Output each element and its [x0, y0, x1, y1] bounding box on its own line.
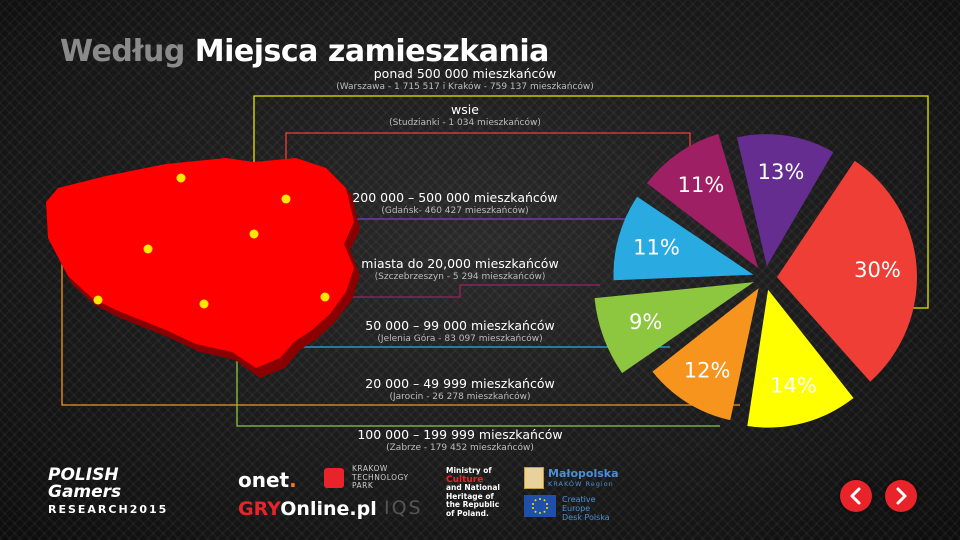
- label-main: miasta do 20,000 mieszkańców: [361, 256, 559, 271]
- prev-button[interactable]: [840, 480, 872, 512]
- connector-line-szczebrzeszyn: [325, 284, 600, 298]
- pie-slice: [594, 282, 754, 374]
- logo-text-line: KRAKOW: [352, 464, 388, 473]
- poland-map-shape: [46, 158, 354, 368]
- pie-slice-label: 11%: [678, 173, 725, 197]
- eu-flag-icon: [524, 495, 556, 517]
- page-title: Według Miejsca zamieszkania: [60, 34, 549, 69]
- logo-text: Małopolska: [548, 467, 619, 480]
- dot-jelenia: [93, 295, 103, 305]
- sponsor-logos: POLISH Gamers RESEARCH2015 onet. GRYOnli…: [0, 455, 960, 540]
- next-button[interactable]: [885, 480, 917, 512]
- label-sub: (Studzianki - 1 034 mieszkańców): [389, 118, 541, 128]
- pie-slice-label: 14%: [770, 374, 817, 398]
- dot-szczebrzeszyn: [320, 292, 330, 302]
- map-dots: [93, 173, 330, 309]
- chevron-left-icon: [850, 487, 861, 505]
- pie-slice-label: 12%: [684, 359, 731, 383]
- chevron-right-icon: [896, 487, 907, 505]
- dot-warszawa: [249, 229, 259, 239]
- logo-text-line: and National: [446, 483, 500, 492]
- logo-text-line: TECHNOLOGY: [352, 472, 409, 482]
- logo-text: RESEARCH2015: [48, 503, 168, 516]
- logo-text-line: of Poland.: [446, 508, 489, 518]
- pie-slice: [646, 133, 759, 269]
- pie-slice-label: 30%: [854, 258, 901, 282]
- dot-wsie: [281, 194, 291, 204]
- logo-text-year: 2015: [129, 503, 169, 516]
- logo-text-line: Creative: [562, 495, 596, 504]
- label-20000-49999: 20 000 – 49 999 mieszkańców (Jarocin - 2…: [335, 376, 585, 402]
- logo-text-line: Europe: [562, 504, 591, 513]
- logo-text-line: Heritage of: [446, 491, 494, 501]
- label-sub: (Zabrze - 179 452 mieszkańców): [386, 443, 534, 453]
- logo-text-line: PARK: [352, 481, 374, 490]
- ministry-of-culture-logo: Ministry of Culture and National Heritag…: [446, 466, 500, 518]
- label-wsie: wsie (Studzianki - 1 034 mieszkańców): [340, 102, 590, 128]
- dot-zabrze: [199, 299, 209, 309]
- logo-text: Creative Europe Desk Polska: [562, 495, 610, 522]
- label-200000-500000: 200 000 – 500 000 mieszkańców (Gdańsk- 4…: [330, 190, 580, 216]
- logo-text-line: Culture: [446, 474, 484, 485]
- onet-logo: onet.: [238, 468, 297, 492]
- label-sub: (Jelenia Góra - 83 097 mieszkańców): [377, 334, 543, 344]
- logo-text-line: Desk Polska: [562, 513, 610, 522]
- label-sub: (Gdańsk- 460 427 mieszkańców): [381, 206, 529, 216]
- label-do-20000: miasta do 20,000 mieszkańców (Szczebrzes…: [335, 256, 585, 282]
- logo-text: POLISH: [48, 465, 119, 485]
- label-sub: (Szczebrzeszyn - 5 294 mieszkańców): [374, 272, 546, 282]
- pie-slice: [776, 160, 917, 382]
- label-sub: (Warszawa - 1 715 517 i Kraków - 759 137…: [336, 82, 594, 92]
- title-part-1: Według: [60, 34, 185, 69]
- label-main: ponad 500 000 mieszkańców: [373, 66, 557, 81]
- logo-text: Online.pl: [280, 498, 377, 520]
- pie-slice: [652, 288, 759, 421]
- dot-jarocin: [143, 244, 153, 254]
- pie-slice-label: 9%: [629, 310, 662, 334]
- title-part-2: Miejsca zamieszkania: [194, 34, 550, 69]
- ktp-icon: [324, 468, 344, 488]
- label-main: wsie: [451, 102, 479, 117]
- pie-slice: [736, 134, 834, 267]
- logo-text: .: [289, 468, 297, 492]
- logo-text: KRAKOW TECHNOLOGY PARK: [352, 464, 409, 491]
- iqs-logo: IQS: [384, 497, 423, 519]
- pie-slice: [613, 196, 754, 281]
- label-100000-199999: 100 000 – 199 999 mieszkańców (Zabrze - …: [330, 427, 590, 453]
- label-main: 50 000 – 99 000 mieszkańców: [365, 318, 555, 333]
- crest-icon: [524, 467, 544, 489]
- logo-text-line: the Republic: [446, 500, 500, 509]
- label-50000-99000: 50 000 – 99 000 mieszkańców (Jelenia Gór…: [335, 318, 585, 344]
- pie-chart: 30% 14% 12% 9% 11% 11% 13%: [594, 133, 917, 428]
- pie-slice-label: 13%: [758, 160, 805, 184]
- logo-text-line: Ministry of: [446, 466, 492, 475]
- gryonline-logo: GRYOnline.pl: [238, 498, 377, 520]
- label-main: 200 000 – 500 000 mieszkańców: [352, 190, 558, 205]
- pie-slice: [747, 289, 854, 428]
- label-ponad-500000: ponad 500 000 mieszkańców (Warszawa - 1 …: [300, 66, 630, 92]
- polish-gamers-research-logo: POLISH Gamers RESEARCH2015: [48, 465, 168, 517]
- label-main: 100 000 – 199 999 mieszkańców: [357, 427, 563, 442]
- logo-text: GRY: [238, 498, 281, 520]
- logo-text: KRAKÓW Region: [548, 480, 614, 488]
- dot-gdansk: [176, 173, 186, 183]
- logo-text-research: RESEARCH: [48, 503, 130, 516]
- pie-slice-label: 11%: [633, 235, 680, 259]
- logo-text: Gamers: [48, 482, 122, 502]
- logo-text: onet: [238, 468, 290, 492]
- label-main: 20 000 – 49 999 mieszkańców: [365, 376, 555, 391]
- poland-map: [46, 158, 360, 378]
- label-sub: (Jarocin - 26 278 mieszkańców): [389, 392, 531, 402]
